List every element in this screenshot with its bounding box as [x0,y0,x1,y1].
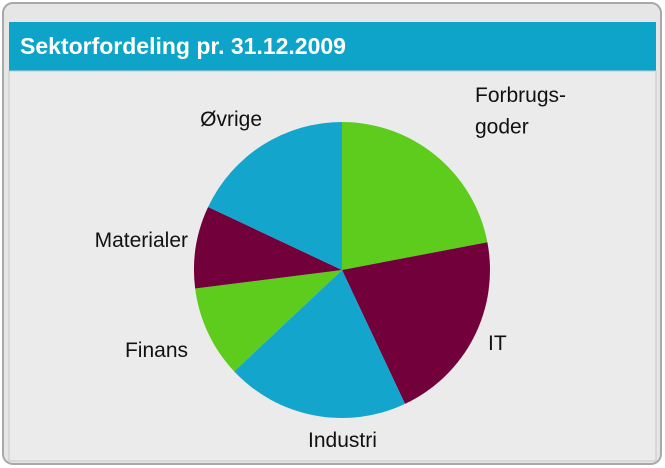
slice-label: Materialer [95,229,188,252]
slice-label: Øvrige [200,108,262,131]
slice-label: Finans [125,339,188,362]
chart-title: Sektorfordeling pr. 31.12.2009 [20,33,346,59]
header-bar [9,22,656,71]
pie-slice [342,122,488,270]
slice-label: IT [488,332,507,355]
pie [194,122,490,419]
slice-label: Industri [308,429,377,452]
slice-label: Forbrugs-goder [475,84,566,139]
pie-slice [342,242,490,404]
pie-slice [234,270,406,419]
pie-slice [208,122,342,270]
pie-slice [194,206,342,289]
pie-slice [195,270,342,372]
